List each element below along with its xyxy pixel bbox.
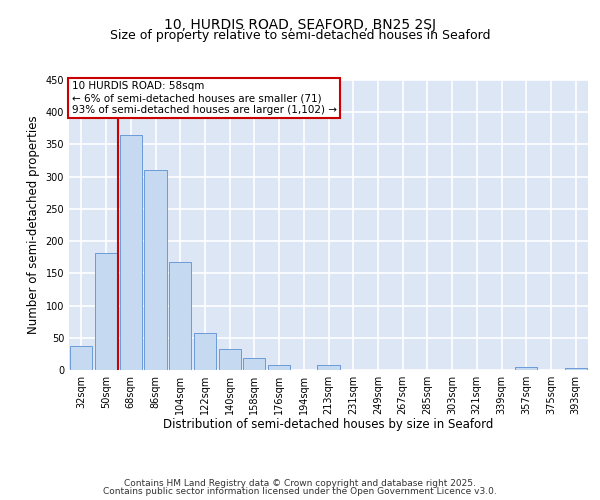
Bar: [565, 368, 587, 370]
Bar: [243, 358, 265, 370]
Bar: [169, 262, 191, 370]
Bar: [145, 170, 167, 370]
Bar: [268, 365, 290, 370]
Text: Contains public sector information licensed under the Open Government Licence v3: Contains public sector information licen…: [103, 487, 497, 496]
Bar: [95, 254, 117, 370]
Bar: [515, 368, 538, 370]
Text: 10, HURDIS ROAD, SEAFORD, BN25 2SJ: 10, HURDIS ROAD, SEAFORD, BN25 2SJ: [164, 18, 436, 32]
Text: Contains HM Land Registry data © Crown copyright and database right 2025.: Contains HM Land Registry data © Crown c…: [124, 478, 476, 488]
Text: 10 HURDIS ROAD: 58sqm
← 6% of semi-detached houses are smaller (71)
93% of semi-: 10 HURDIS ROAD: 58sqm ← 6% of semi-detac…: [71, 82, 337, 114]
Bar: [119, 135, 142, 370]
Y-axis label: Number of semi-detached properties: Number of semi-detached properties: [27, 116, 40, 334]
X-axis label: Distribution of semi-detached houses by size in Seaford: Distribution of semi-detached houses by …: [163, 418, 494, 432]
Text: Size of property relative to semi-detached houses in Seaford: Size of property relative to semi-detach…: [110, 29, 490, 42]
Bar: [70, 346, 92, 370]
Bar: [218, 348, 241, 370]
Bar: [194, 332, 216, 370]
Bar: [317, 366, 340, 370]
